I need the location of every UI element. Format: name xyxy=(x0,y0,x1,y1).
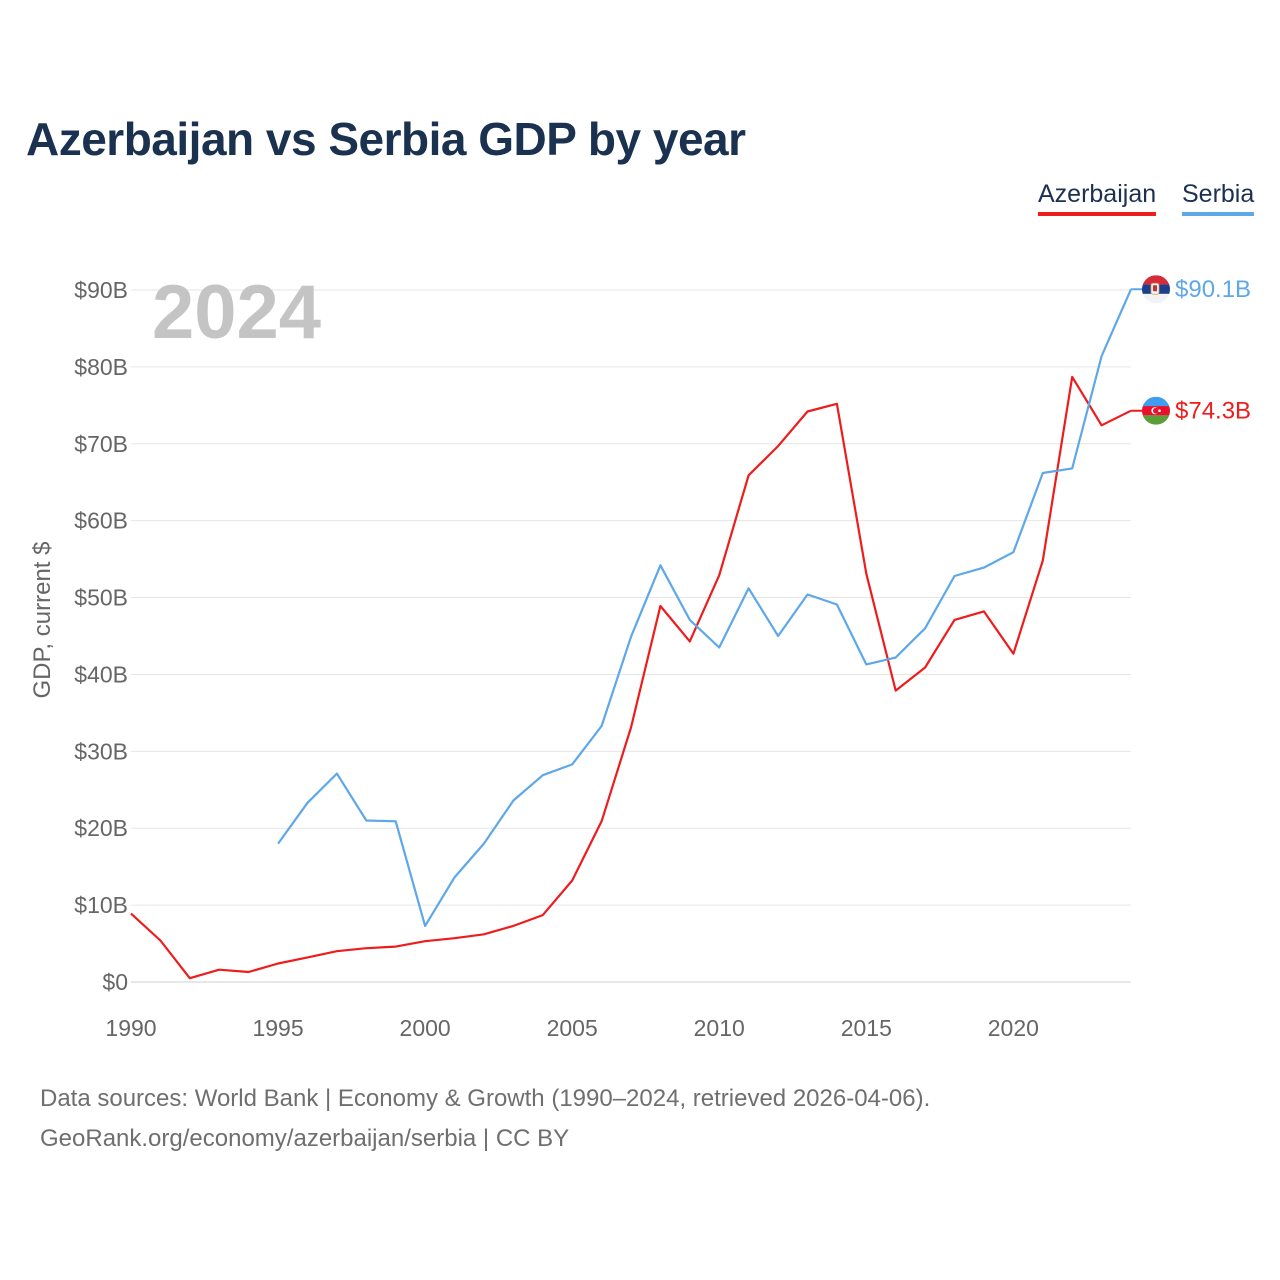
x-tick-label: 2015 xyxy=(841,1015,892,1041)
x-tick-label: 2010 xyxy=(694,1015,745,1041)
chart-title: Azerbaijan vs Serbia GDP by year xyxy=(26,113,746,165)
azerbaijan-flag-icon xyxy=(1142,396,1170,425)
y-tick-label: $60B xyxy=(74,508,128,534)
legend-serbia[interactable]: Serbia xyxy=(1182,180,1255,216)
y-axis-label: GDP, current $ xyxy=(29,542,56,699)
legend-azerbaijan[interactable]: Azerbaijan xyxy=(1038,180,1157,216)
y-tick-label: $90B xyxy=(74,277,128,303)
end-value-label-serbia: $90.1B xyxy=(1175,276,1251,303)
x-tick-label: 2000 xyxy=(400,1015,451,1041)
data-source-note: Data sources: World Bank | Economy & Gro… xyxy=(40,1085,931,1112)
x-tick-label: 1995 xyxy=(252,1015,303,1041)
source-link[interactable]: GeoRank.org/economy/azerbaijan/serbia | … xyxy=(40,1125,570,1152)
serbia-flag-icon xyxy=(1142,275,1170,304)
y-tick-label: $40B xyxy=(74,661,128,687)
y-tick-label: $10B xyxy=(74,892,128,918)
y-tick-label: $30B xyxy=(74,738,128,764)
x-tick-label: 2005 xyxy=(547,1015,598,1041)
y-tick-label: $70B xyxy=(74,431,128,457)
series-line-serbia[interactable] xyxy=(277,288,1133,928)
y-tick-label: $50B xyxy=(74,585,128,611)
y-tick-label: $80B xyxy=(74,354,128,380)
series-line-azerbaijan[interactable] xyxy=(130,375,1132,980)
x-tick-label: 2020 xyxy=(988,1015,1039,1041)
year-watermark: 2024 xyxy=(152,270,321,355)
x-tick-label: 1990 xyxy=(105,1015,156,1041)
y-tick-label: $20B xyxy=(74,815,128,841)
end-value-label-azerbaijan: $74.3B xyxy=(1175,398,1251,425)
y-tick-label: $0 xyxy=(102,969,128,995)
